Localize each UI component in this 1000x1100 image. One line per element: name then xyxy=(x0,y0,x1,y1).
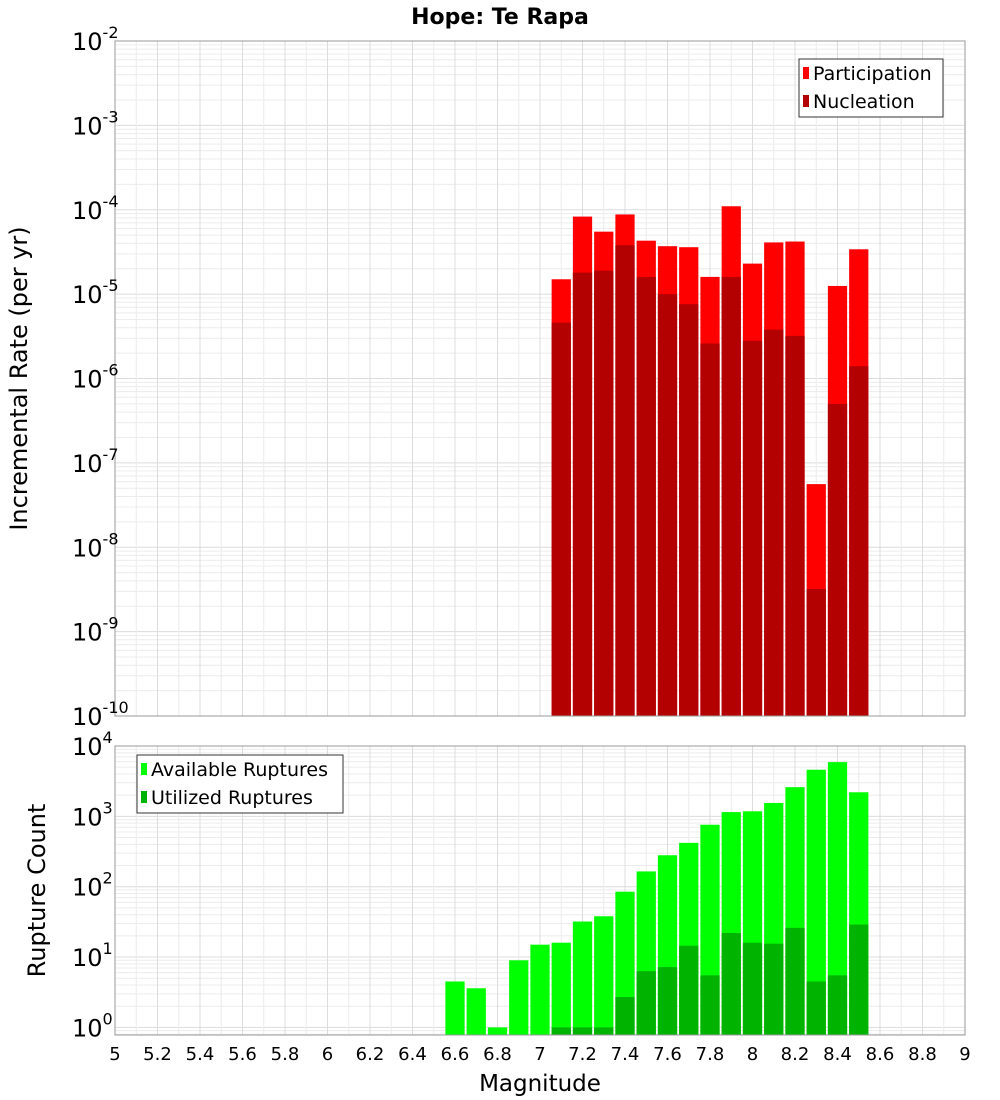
bar xyxy=(594,270,614,716)
bar xyxy=(530,944,550,1035)
bar xyxy=(806,769,826,1035)
bar xyxy=(572,1027,593,1035)
x-tick-label: 7.6 xyxy=(653,1044,682,1065)
y-tick-label: 101 xyxy=(72,939,113,972)
legend-label: Utilized Ruptures xyxy=(151,787,313,809)
bar xyxy=(594,916,614,1035)
legend-swatch xyxy=(141,763,147,775)
y-tick-label: 10-5 xyxy=(72,276,119,309)
x-tick-label: 7.2 xyxy=(568,1044,597,1065)
bar xyxy=(572,272,593,716)
x-tick-label: 6.8 xyxy=(483,1044,512,1065)
y-tick-label: 10-7 xyxy=(72,445,119,478)
x-tick-label: 5.2 xyxy=(143,1044,172,1065)
bar xyxy=(764,943,784,1035)
legend-label: Participation xyxy=(813,63,932,85)
bar xyxy=(636,971,656,1035)
x-tick-label: 5 xyxy=(109,1044,120,1065)
y-axis-label: Incremental Rate (per yr) xyxy=(5,226,33,530)
x-tick-label: 5.6 xyxy=(228,1044,257,1065)
bar xyxy=(849,924,869,1035)
y-tick-label: 102 xyxy=(72,869,113,902)
bar xyxy=(827,762,848,1035)
bar xyxy=(785,927,805,1035)
rate-panel: 10-10 10-9 10-8 10-7 10-6 10-5 10-4 10-3 10-2 Inc… xyxy=(5,23,966,731)
legend-label: Nucleation xyxy=(813,91,915,113)
bar xyxy=(679,304,699,716)
bar xyxy=(827,403,848,716)
y-tick-label: 100 xyxy=(72,1009,113,1042)
x-tick-label: 8.8 xyxy=(908,1044,937,1065)
count-panel: 100 101 102 103 104 Rupture Count Available Ru… xyxy=(23,728,966,1042)
bar xyxy=(742,340,763,716)
y-tick-label: 103 xyxy=(72,798,113,831)
legend-swatch xyxy=(141,791,147,803)
bar xyxy=(849,366,869,716)
x-tick-label: 7.4 xyxy=(611,1044,640,1065)
series-utilized-ruptures xyxy=(551,924,869,1035)
y-axis-label: Rupture Count xyxy=(23,804,51,978)
x-tick-label: 8 xyxy=(747,1044,758,1065)
bar xyxy=(721,276,741,716)
bar xyxy=(615,245,635,717)
y-tick-label: 10-2 xyxy=(72,23,119,56)
y-tick-label: 104 xyxy=(72,728,113,761)
y-tick-label: 10-4 xyxy=(72,192,119,225)
bar xyxy=(721,932,741,1035)
x-tick-label: 8.2 xyxy=(781,1044,810,1065)
plot-frame xyxy=(114,745,966,1036)
legend: Available Ruptures Utilized Ruptures xyxy=(136,754,344,814)
y-tick-label: 10-3 xyxy=(72,107,119,140)
x-tick-label: 9 xyxy=(959,1044,970,1065)
bar xyxy=(487,1027,508,1035)
plot-frame xyxy=(114,40,966,717)
y-tick-label: 10-6 xyxy=(72,361,119,394)
x-tick-label: 6.4 xyxy=(398,1044,427,1065)
legend-swatch xyxy=(803,95,809,107)
legend-box xyxy=(798,58,944,118)
bar xyxy=(509,960,529,1035)
x-tick-label: 7 xyxy=(534,1044,545,1065)
bar xyxy=(636,276,656,716)
bar xyxy=(785,335,805,716)
x-tick-label: 6.6 xyxy=(441,1044,470,1065)
bar xyxy=(445,981,465,1035)
bar xyxy=(615,997,635,1035)
bar xyxy=(700,343,720,716)
bar xyxy=(827,975,848,1035)
legend: Participation Nucleation xyxy=(798,58,944,118)
x-tick-label: 6.2 xyxy=(356,1044,385,1065)
x-tick-label: 6 xyxy=(322,1044,333,1065)
x-tick-label: 8.4 xyxy=(823,1044,852,1065)
x-tick-label: 5.4 xyxy=(186,1044,215,1065)
series-nucleation xyxy=(551,245,869,717)
bar xyxy=(572,921,593,1035)
bar xyxy=(657,967,678,1035)
bar xyxy=(551,1027,571,1035)
bar xyxy=(806,589,826,716)
bar xyxy=(551,942,571,1035)
x-tick-label: 8.6 xyxy=(866,1044,895,1065)
legend-swatch xyxy=(803,67,809,79)
y-tick-label: 10-8 xyxy=(72,529,119,562)
bar xyxy=(742,942,763,1035)
bar xyxy=(657,294,678,716)
bar xyxy=(466,988,486,1035)
x-tick-label: 7.8 xyxy=(696,1044,725,1065)
bar xyxy=(594,1027,614,1035)
x-tick-label: 5.8 xyxy=(271,1044,300,1065)
y-tick-label: 10-9 xyxy=(72,614,119,647)
bar xyxy=(551,322,571,716)
x-axis-label: Magnitude xyxy=(479,1071,601,1097)
legend-box xyxy=(136,754,344,814)
legend-label: Available Ruptures xyxy=(151,759,328,781)
bar xyxy=(806,981,826,1035)
bar xyxy=(764,329,784,716)
y-tick-label: 10-10 xyxy=(72,698,129,731)
chart-title: Hope: Te Rapa xyxy=(411,5,589,30)
bar xyxy=(700,975,720,1035)
x-axis: 5 5.2 5.4 5.6 5.8 6 6.2 6.4 6.6 6.8 7 7.2 7.4 7.6 7.8 8… xyxy=(109,1044,970,1097)
bar xyxy=(679,945,699,1035)
